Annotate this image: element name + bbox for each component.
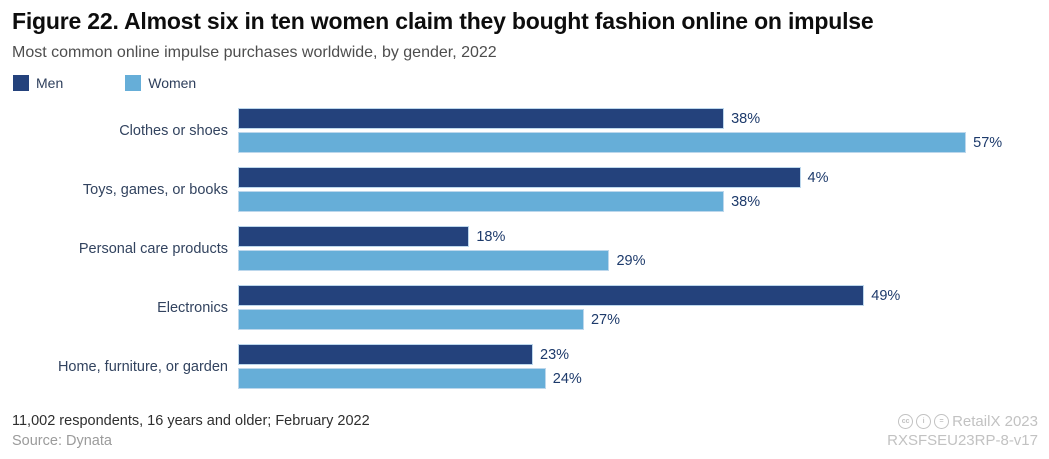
- bar-row-men: 18%: [238, 226, 1049, 247]
- page-title: Figure 22. Almost six in ten women claim…: [12, 8, 874, 34]
- legend-label-men: Men: [36, 75, 64, 91]
- category-label: Clothes or shoes: [119, 122, 228, 139]
- women-bar: [238, 132, 967, 153]
- bar-chart: Clothes or shoes 38% 57% Toys, games, or bo…: [0, 108, 1049, 403]
- men-bar: [238, 226, 470, 247]
- respondents-note: 11,002 respondents, 16 years and older; …: [12, 413, 370, 429]
- bars-container: 18% 29%: [238, 226, 1049, 271]
- reference-code: RXSFSEU23RP-8-v17: [887, 432, 1038, 449]
- bar-group: Home, furniture, or garden 23% 24%: [0, 344, 1049, 389]
- bar-row-men: 49%: [238, 285, 1049, 306]
- bars-container: 38% 57%: [238, 108, 1049, 153]
- bar-row-women: 38%: [238, 191, 1049, 212]
- category-label: Toys, games, or books: [82, 181, 228, 198]
- bars-container: 49% 27%: [238, 285, 1049, 330]
- men-bar: [238, 167, 801, 188]
- bar-row-women: 57%: [238, 132, 1049, 153]
- bar-value-label: 49%: [871, 287, 901, 304]
- bar-group: Electronics 49% 27%: [0, 285, 1049, 330]
- category-label: Home, furniture, or garden: [57, 358, 228, 375]
- bar-value-label: 38%: [731, 193, 761, 210]
- bar-row-women: 29%: [238, 250, 1049, 271]
- bars-container: 4% 38%: [238, 167, 1049, 212]
- bar-value-label: 57%: [973, 134, 1003, 151]
- category-label: Electronics: [157, 299, 228, 316]
- bar-value-label: 27%: [590, 311, 620, 328]
- men-bar: [238, 108, 725, 129]
- bar-group: Toys, games, or books 4% 38%: [0, 167, 1049, 212]
- women-bar: [238, 191, 725, 212]
- bar-value-label: 29%: [616, 252, 646, 269]
- men-color-swatch: [13, 75, 29, 91]
- legend-item-men: Men: [13, 75, 63, 91]
- cc-by-icon: i: [916, 414, 932, 429]
- bar-row-men: 4%: [238, 167, 1049, 188]
- footer-right: cc i = RetailX 2023 RXSFSEU23RP-8-v17: [887, 412, 1038, 451]
- legend: Men Women: [13, 75, 196, 91]
- source-note: Source: Dynata: [12, 433, 112, 449]
- bar-value-label: 38%: [731, 110, 761, 127]
- bar-value-label: 23%: [540, 346, 570, 363]
- footer-left: 11,002 respondents, 16 years and older; …: [12, 412, 370, 451]
- bar-value-label: 24%: [552, 370, 582, 387]
- men-bar: [238, 285, 865, 306]
- legend-item-women: Women: [125, 75, 196, 91]
- bar-value-label: 4%: [807, 169, 829, 186]
- bar-group: Personal care products 18% 29%: [0, 226, 1049, 271]
- women-bar: [238, 309, 584, 330]
- bars-container: 23% 24%: [238, 344, 1049, 389]
- men-bar: [238, 344, 534, 365]
- women-color-swatch: [125, 75, 142, 91]
- bar-row-women: 27%: [238, 309, 1049, 330]
- bar-row-men: 23%: [238, 344, 1049, 365]
- cc-icon: cc: [898, 414, 914, 429]
- bar-row-women: 24%: [238, 368, 1049, 389]
- cc-nd-icon: =: [934, 414, 950, 429]
- category-label: Personal care products: [78, 240, 228, 257]
- bar-value-label: 18%: [476, 228, 506, 245]
- legend-label-women: Women: [148, 75, 197, 91]
- women-bar: [238, 250, 610, 271]
- credit-line: cc i = RetailX 2023: [887, 412, 1038, 431]
- bar-row-men: 38%: [238, 108, 1049, 129]
- credit-text: RetailX 2023: [952, 413, 1038, 430]
- bar-group: Clothes or shoes 38% 57%: [0, 108, 1049, 153]
- chart-subtitle: Most common online impulse purchases wor…: [12, 44, 497, 61]
- women-bar: [238, 368, 546, 389]
